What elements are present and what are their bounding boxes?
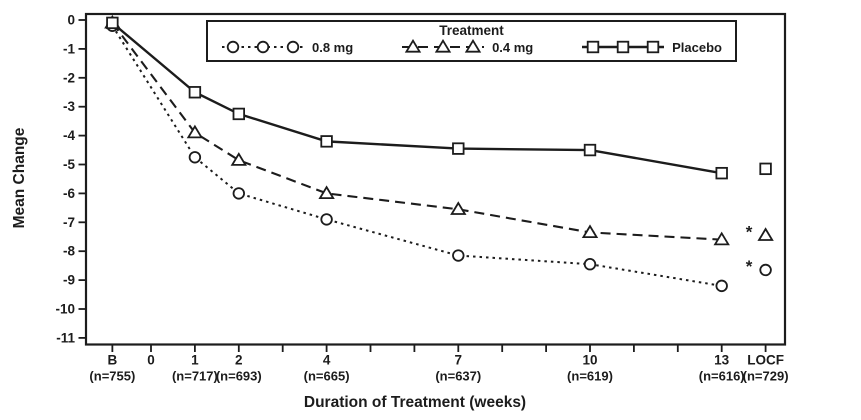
- data-point-marker: [450, 201, 467, 215]
- data-point-marker: [581, 224, 599, 239]
- legend-title: Treatment: [439, 23, 504, 38]
- data-point-marker: [715, 166, 728, 180]
- significance-asterisk: *: [746, 257, 753, 276]
- n-count-label: (n=616): [699, 369, 745, 384]
- legend-swatch-dotted-circle-icon: [222, 40, 304, 54]
- data-point-marker: [583, 258, 597, 271]
- locf-point-marker: [759, 263, 772, 277]
- x-tick-label: 0: [147, 353, 155, 368]
- data-point-marker: [452, 142, 465, 155]
- y-tick-label: -4: [63, 128, 75, 143]
- series-placebo: [106, 16, 772, 180]
- legend-marker-icon: [616, 40, 630, 54]
- x-tick-label: 1: [191, 353, 199, 368]
- y-tick-label: -2: [63, 70, 75, 85]
- series-0.4-mg: *: [104, 14, 774, 246]
- n-count-label: (n=619): [567, 369, 613, 384]
- data-point-marker: [106, 16, 119, 30]
- legend-marker-icon: [586, 40, 600, 54]
- legend-swatch-dashed-triangle-icon: [402, 39, 485, 53]
- legend-marker-icon: [286, 40, 300, 54]
- data-point-marker: [320, 135, 333, 148]
- legend-swatch-solid-square-icon: [582, 40, 665, 54]
- legend-label-0-8-mg: 0.8 mg: [312, 39, 354, 55]
- y-tick-label: -8: [63, 244, 75, 259]
- data-point-marker: [232, 187, 246, 200]
- legend: Treatment 0.8 mg 0.4 mg Placebo: [206, 20, 737, 62]
- data-point-marker: [188, 86, 202, 99]
- y-tick-label: -7: [63, 215, 75, 230]
- legend-item-placebo: Placebo: [581, 39, 722, 55]
- y-axis-title: Mean Change: [11, 127, 28, 229]
- y-tick-label: -10: [55, 302, 75, 317]
- legend-marker-icon: [646, 40, 660, 54]
- y-tick-label: -11: [56, 330, 75, 345]
- n-count-label: (n=693): [216, 369, 262, 384]
- x-tick-label: 10: [582, 353, 597, 368]
- x-tick-label: 7: [455, 353, 463, 368]
- data-point-marker: [583, 143, 597, 157]
- legend-marker-icon: [464, 39, 482, 53]
- y-tick-label: 0: [67, 13, 75, 28]
- n-count-label: (n=755): [89, 369, 135, 384]
- legend-row: 0.8 mg 0.4 mg Placebo: [208, 39, 735, 55]
- x-tick-label: 2: [235, 353, 243, 368]
- x-axis-title: Duration of Treatment (weeks): [303, 394, 527, 411]
- legend-marker-icon: [256, 40, 270, 54]
- data-point-marker: [715, 279, 728, 293]
- locf-point-marker: [759, 162, 772, 176]
- legend-marker-icon: [404, 39, 422, 53]
- data-point-marker: [452, 249, 465, 262]
- n-count-label: (n=637): [435, 369, 481, 384]
- y-tick-label: -5: [63, 157, 75, 172]
- plot-border: [84, 12, 787, 346]
- x-tick-label: LOCF: [747, 353, 784, 368]
- n-count-label: (n=729): [743, 369, 789, 384]
- data-point-marker: [186, 124, 204, 139]
- y-tick-label: -9: [63, 273, 75, 288]
- legend-marker-icon: [226, 40, 240, 54]
- data-point-marker: [713, 231, 730, 246]
- data-point-marker: [230, 152, 247, 166]
- y-tick-label: -3: [63, 99, 75, 114]
- n-count-label: (n=717): [172, 369, 218, 384]
- data-point-marker: [318, 185, 335, 200]
- legend-item-0-4-mg: 0.4 mg: [401, 39, 533, 55]
- x-tick-label: B: [107, 353, 117, 368]
- data-point-marker: [320, 213, 333, 226]
- data-point-marker: [188, 151, 202, 164]
- n-count-label: (n=665): [304, 369, 350, 384]
- legend-marker-icon: [434, 39, 452, 53]
- x-tick-label: 13: [714, 353, 730, 368]
- x-tick-label: 4: [323, 353, 331, 368]
- significance-asterisk: *: [746, 222, 753, 241]
- locf-point-marker: [757, 227, 774, 241]
- series-line: [111, 25, 722, 287]
- legend-label-placebo: Placebo: [672, 39, 722, 55]
- y-tick-label: -1: [63, 41, 75, 56]
- legend-label-0-4-mg: 0.4 mg: [492, 39, 534, 55]
- data-point-marker: [232, 107, 246, 121]
- y-tick-label: -6: [63, 186, 75, 201]
- legend-item-0-8-mg: 0.8 mg: [221, 39, 353, 55]
